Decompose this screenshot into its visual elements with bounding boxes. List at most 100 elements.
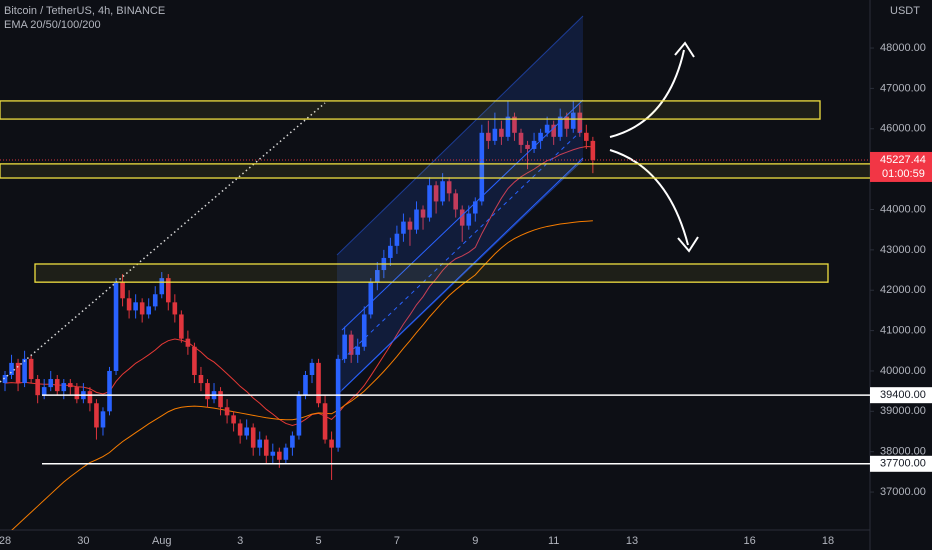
arrow-head [674,41,695,58]
level-tag [870,455,932,472]
candle-body [244,427,249,436]
x-tick-label: 13 [626,535,638,547]
candle-body [68,383,73,388]
candle-body [525,144,530,149]
candle-body [348,334,354,355]
level-label: 39400.00 [880,389,926,401]
candle-body [316,362,321,404]
candle-body [505,116,511,137]
candle-body [544,124,550,133]
candle-body [283,447,289,460]
candle-body [74,387,80,400]
candle-body [472,201,478,214]
candle-body [459,209,465,226]
candle-body [94,403,99,428]
level-tag [870,387,932,404]
candle-body [394,233,400,246]
candle-body [2,374,8,384]
y-tick-label: 47000.00 [880,82,926,94]
candle-body [218,391,223,408]
candle-body [146,306,151,315]
candle-body [518,132,524,145]
candle-body [263,439,269,456]
candle-body [584,132,589,141]
candle-body [113,282,119,371]
candle-body [179,314,184,339]
candle-body [9,362,14,375]
candle-body [492,128,498,141]
channel-line [341,99,584,331]
candle-body [440,181,445,202]
x-tick-label: 16 [743,535,755,547]
candle-body [570,112,576,129]
x-tick-label: 5 [315,535,321,547]
zone [34,263,829,283]
plot-area [0,0,870,530]
candle-body [139,302,145,315]
x-tick-label: 11 [548,535,559,547]
candle-body [486,132,491,141]
drawings [0,15,699,396]
candle-body [126,298,132,311]
candle-body [420,209,426,218]
candle-body [54,379,60,392]
candle-body [198,374,204,384]
arrow-up [609,49,685,138]
candle-body [375,270,380,283]
candle-body [257,439,263,448]
candle-body [551,124,556,137]
arrow-head [677,236,699,253]
candle-body [270,451,276,456]
candle-body [590,140,596,160]
candle-body [107,370,112,412]
candle-body [35,379,40,396]
candle-body [28,358,34,380]
candle-body [433,185,439,202]
candle-body [290,435,295,448]
candle-body [388,245,393,258]
candle-body [446,181,452,194]
y-tick-label: 48000.00 [880,42,926,54]
candle-body [185,338,191,347]
candle-body [61,383,67,392]
candle-body [159,278,165,295]
candle-body [557,116,563,137]
x-tick-label: 3 [237,535,243,547]
candle-body [120,282,125,299]
candle-body [100,411,106,428]
candle-body [133,302,138,311]
candle-body [335,358,341,448]
x-tick-label: Aug [152,535,172,547]
y-tick-label: 46000.00 [880,123,926,135]
candle-body [577,112,583,133]
zone [0,100,821,120]
price-tag [870,151,932,182]
zone [0,163,932,179]
candle-body [231,415,236,424]
candle-body [303,374,308,396]
candle-body [427,185,432,218]
candle-body [192,346,197,375]
candle-body [342,334,347,359]
price-tag-countdown: 01:00:59 [882,168,925,180]
candle-body [453,193,458,210]
candle-body [414,209,419,230]
candle-body [329,439,334,448]
y-tick-label: 41000.00 [880,325,926,337]
level-label: 37700.00 [880,458,926,470]
candle-body [512,116,517,133]
candle-body [15,362,21,384]
price-tag-value: 45227.44 [880,154,926,166]
candle-body [22,358,27,384]
candle-body [296,395,302,436]
y-tick-label: 42000.00 [880,284,926,296]
trend-line [0,102,326,383]
candle-body [250,427,256,448]
x-tick-label: 18 [822,535,834,547]
candle-body [237,423,243,436]
x-tick-label: 28 [0,535,11,547]
candle-body [499,128,504,137]
candle-body [538,132,543,141]
y-tick-label: 39000.00 [880,405,926,417]
